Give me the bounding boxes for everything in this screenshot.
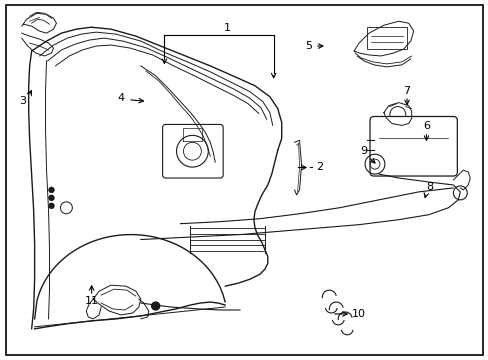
- Text: 4: 4: [117, 93, 124, 103]
- Text: 5: 5: [305, 41, 311, 51]
- Text: 7: 7: [403, 86, 410, 96]
- Text: 11: 11: [84, 296, 99, 306]
- FancyBboxPatch shape: [366, 27, 406, 49]
- Text: 3: 3: [19, 96, 26, 107]
- Circle shape: [151, 302, 160, 310]
- Circle shape: [49, 195, 54, 201]
- Text: 2: 2: [316, 162, 323, 172]
- Text: 10: 10: [351, 309, 365, 319]
- FancyBboxPatch shape: [369, 117, 456, 176]
- Circle shape: [49, 203, 54, 208]
- Text: 6: 6: [422, 121, 429, 131]
- Text: 1: 1: [224, 23, 230, 33]
- Text: 8: 8: [426, 182, 432, 192]
- Circle shape: [49, 188, 54, 192]
- Text: 9: 9: [359, 147, 366, 157]
- FancyBboxPatch shape: [163, 125, 223, 178]
